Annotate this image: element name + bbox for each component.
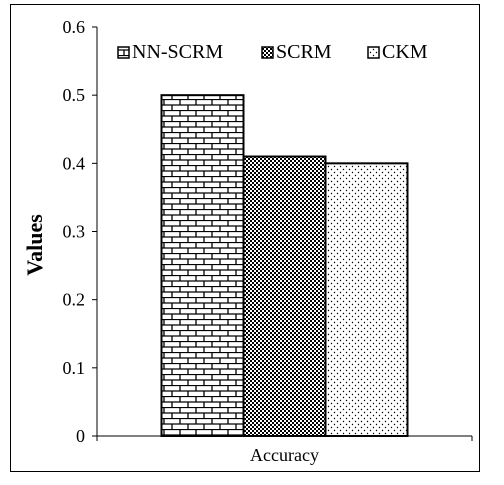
bar-scrm [242, 155, 327, 437]
y-tick-label: 0.3 [63, 222, 86, 242]
legend: NN-SCRM SCRM CKM [117, 41, 428, 63]
y-tick-label: 0.5 [63, 85, 86, 105]
legend-swatch-nn-scrm [117, 46, 130, 59]
x-axis: Accuracy [96, 435, 473, 465]
legend-label: CKM [382, 41, 428, 63]
y-tick-label: 0.1 [63, 358, 86, 378]
bar-nn-scrm [160, 94, 245, 438]
legend-swatch-scrm [261, 46, 274, 59]
y-axis: 0 0.1 0.2 0.3 0.4 0.5 0.6 [63, 17, 98, 446]
legend-swatch-ckm [367, 46, 380, 59]
bars [160, 94, 409, 438]
y-tick-label: 0 [76, 426, 85, 446]
x-tick-label: Accuracy [250, 445, 319, 465]
legend-label: SCRM [276, 41, 332, 63]
y-tick-label: 0.2 [63, 290, 86, 310]
y-tick-label: 0.6 [63, 17, 86, 37]
y-axis-label: Values [22, 214, 47, 276]
bar-ckm [324, 162, 409, 437]
legend-label: NN-SCRM [132, 41, 223, 63]
y-tick-label: 0.4 [63, 153, 86, 173]
